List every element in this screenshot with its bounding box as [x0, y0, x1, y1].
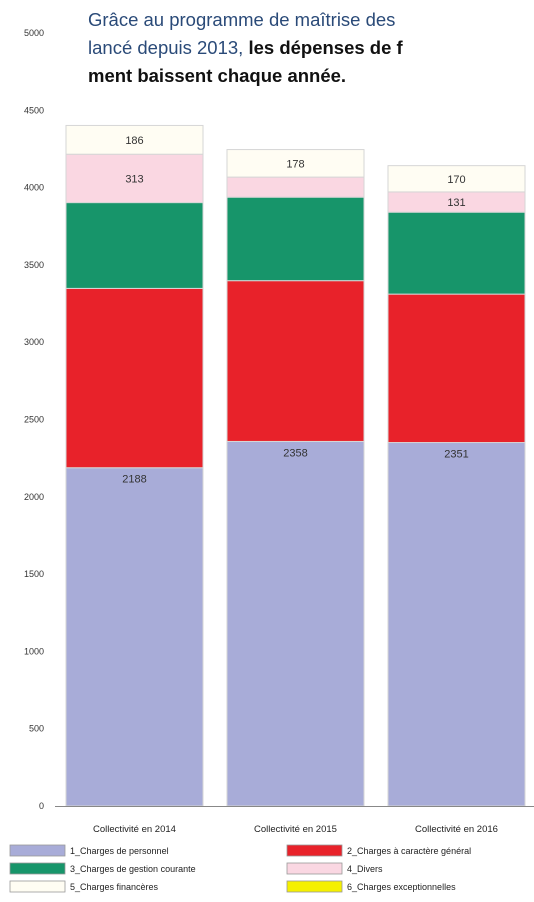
data-label: 2351	[444, 449, 468, 461]
legend-label: 5_Charges financères	[70, 882, 159, 892]
legend-label: 6_Charges exceptionnelles	[347, 882, 456, 892]
y-tick-label: 500	[29, 724, 44, 734]
intro-paragraph: Grâce au programme de maîtrise des lancé…	[88, 6, 534, 90]
y-tick-label: 1500	[24, 569, 44, 579]
bar-segment	[226, 440, 365, 807]
legend-label: 1_Charges de personnel	[70, 846, 169, 856]
legend-swatch	[286, 880, 343, 893]
bar-segment	[65, 202, 204, 289]
y-tick-label: 3000	[24, 337, 44, 347]
intro-line-2-bold: les dépenses de f	[248, 37, 403, 58]
y-tick-label: 5000	[24, 28, 44, 38]
intro-line-3-bold: ment baissent chaque année.	[88, 65, 347, 86]
legend-swatch	[286, 844, 343, 857]
y-tick-label: 2000	[24, 492, 44, 502]
legend-label: 4_Divers	[347, 864, 383, 874]
y-tick-label: 4500	[24, 105, 44, 115]
bar-segment	[65, 287, 204, 469]
y-tick-label: 3500	[24, 260, 44, 270]
legend-swatch	[9, 844, 66, 857]
bar-segment	[65, 124, 204, 155]
data-labels: 2188 313 186 2358 178 2351 131 170	[122, 135, 468, 486]
y-tick-label: 2500	[24, 415, 44, 425]
data-label: 313	[125, 173, 143, 185]
x-category-label: Collectivité en 2015	[254, 824, 337, 835]
data-label: 170	[447, 174, 465, 186]
x-axis: Collectivité en 2014 Collectivité en 2015…	[55, 806, 534, 835]
intro-line-1: Grâce au programme de maîtrise des	[88, 9, 396, 30]
y-tick-label: 0	[39, 801, 44, 811]
bar-segment	[226, 196, 365, 282]
legend-label: 3_Charges de gestion courante	[70, 864, 196, 874]
legend-swatch	[9, 880, 66, 893]
data-label: 131	[447, 197, 465, 209]
bar-segment	[65, 153, 204, 204]
bar-segment	[226, 149, 365, 178]
data-label: 2358	[283, 447, 307, 459]
y-tick-label: 1000	[24, 646, 44, 656]
data-label: 2188	[122, 474, 146, 486]
x-category-label: Collectivité en 2016	[415, 824, 498, 835]
bar-segment	[65, 467, 204, 807]
y-axis: 0 500 1000 1500 2000 2500 3000 3500 4000 4500 5000	[24, 28, 44, 811]
y-tick-label: 4000	[24, 183, 44, 193]
bars	[65, 124, 526, 807]
bar-segment	[387, 165, 526, 193]
bar-segment	[226, 176, 365, 198]
bar-segment	[387, 293, 526, 444]
bar-segment	[387, 211, 526, 295]
data-label: 178	[286, 158, 304, 170]
legend-swatch	[286, 862, 343, 875]
bar-segment	[226, 280, 365, 442]
legend-swatch	[9, 862, 66, 875]
intro-line-2: lancé depuis 2013, les dépenses de f	[88, 34, 534, 62]
intro-line-2-plain: lancé depuis 2013,	[88, 37, 249, 58]
bar-segment	[387, 442, 526, 807]
data-label: 186	[125, 135, 143, 147]
legend: 1_Charges de personnel 2_Charges à caract…	[9, 844, 471, 893]
x-category-label: Collectivité en 2014	[93, 824, 176, 835]
intro-line-3: ment baissent chaque année.	[88, 62, 534, 90]
legend-label: 2_Charges à caractère général	[347, 846, 471, 856]
